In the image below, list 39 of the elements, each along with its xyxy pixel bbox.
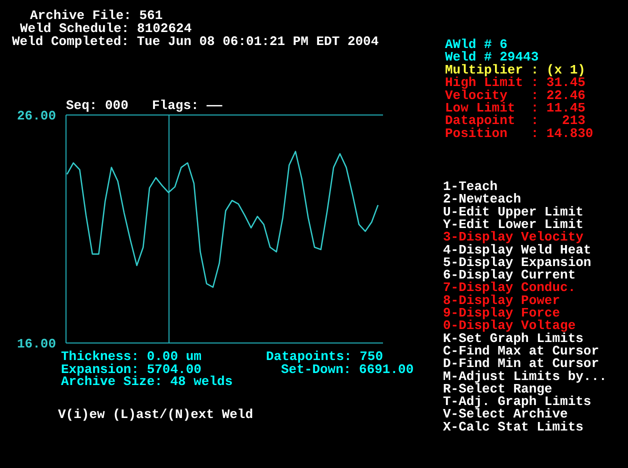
text: 0-Display Voltage: [443, 318, 576, 334]
text: 7-Display Conduc.: [443, 280, 576, 296]
text: Weld # 29443: [445, 50, 539, 65]
text: 9-Display Force: [443, 306, 560, 320]
text: Weld Schedule: 8102624: [20, 21, 192, 36]
text: 4-Display Weld Heat: [443, 242, 592, 258]
text: V(i)ew (L)ast/(N)ext Weld: [58, 407, 254, 422]
text: 3-Display Velocity: [443, 230, 584, 245]
text: Datapoints: 750: [266, 349, 384, 364]
text: 2-Newteach: [443, 192, 522, 207]
text: Multiplier : (x 1): [445, 62, 586, 78]
text: M-Adjust Limits by...: [443, 368, 607, 384]
text: Low Limit : 11.45: [445, 100, 586, 116]
text: 1-Teach: [443, 179, 498, 194]
text: T-Adj. Graph Limits: [443, 394, 592, 410]
text: V-Select Archive: [443, 406, 568, 422]
text: Datapoint : 213: [445, 113, 586, 128]
text: Set-Down: 6691.00: [281, 362, 414, 377]
line-series: [66, 150, 379, 288]
text: Y-Edit Lower Limit: [443, 216, 584, 232]
text: 6-Display Current: [443, 268, 576, 283]
text: 8-Display Power: [443, 292, 560, 308]
text: High Limit : 31.45: [445, 75, 586, 90]
y-tick-label: 26.00: [16, 108, 56, 124]
y-tick-label: 16.00: [16, 336, 56, 352]
text: Archive File: 561: [30, 8, 163, 23]
text: X-Calc Stat Limits: [443, 419, 584, 434]
text: Expansion: 5704.00: [61, 362, 202, 377]
text: Position : 14.830: [445, 126, 594, 141]
text: Weld Completed: Tue Jun 08 06:01:21 PM EDT 2004: [12, 34, 379, 49]
text: K-Set Graph Limits: [443, 330, 584, 346]
text: Velocity : 22.46: [445, 88, 586, 103]
text: AWld # 6: [445, 37, 508, 52]
text: D-Find Min at Cursor: [443, 356, 600, 372]
text: Archive Size: 48 welds: [61, 374, 233, 389]
text: Seq: 000: [66, 98, 129, 113]
text: U-Edit Upper Limit: [443, 204, 584, 220]
text: Thickness: 0.00 um: [61, 349, 202, 364]
text: Flags: ——: [152, 98, 222, 113]
